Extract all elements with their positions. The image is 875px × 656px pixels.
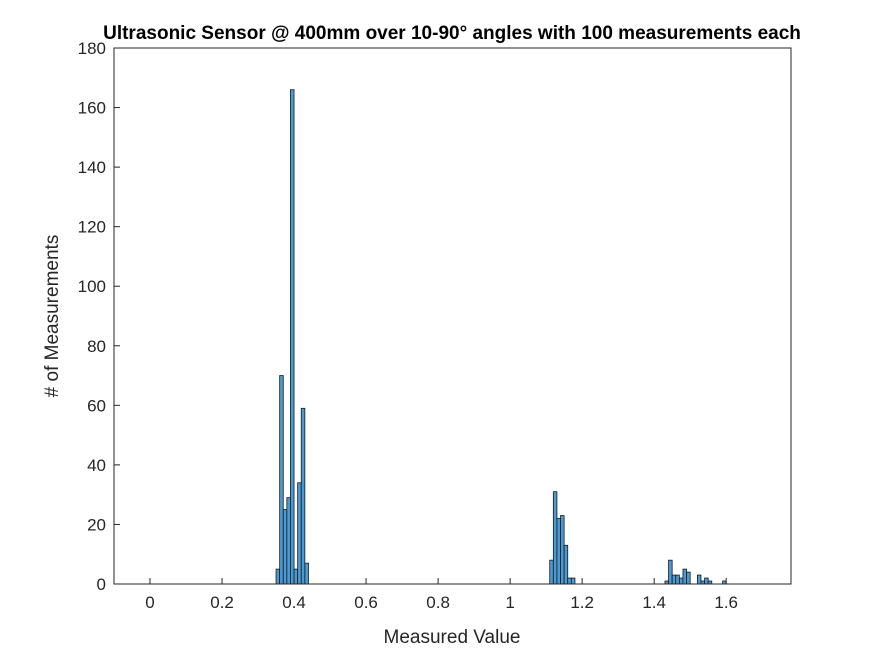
histogram-bar: [297, 482, 302, 585]
histogram-bar: [563, 544, 569, 585]
histogram-bar: [282, 509, 288, 585]
histogram-bar: [678, 577, 684, 585]
bars-group: [275, 89, 727, 585]
histogram-bar: [275, 568, 281, 585]
histogram-bar: [556, 518, 561, 585]
histogram-bar: [286, 497, 291, 585]
histogram-bar: [696, 574, 702, 585]
y-tick-label: 160: [78, 99, 106, 118]
y-axis-label: # of Measurements: [42, 235, 63, 398]
x-tick-label: 0.8: [426, 593, 450, 612]
histogram-bar: [549, 559, 554, 585]
histogram-bar: [671, 574, 677, 585]
histogram-bar: [304, 562, 309, 585]
x-axis-label: Measured Value: [384, 627, 521, 648]
x-tick-label: 1.4: [642, 593, 666, 612]
x-tick-label: 0: [145, 593, 154, 612]
x-axis-ticks: 0 0.2 0.4 0.6 0.8 1 1.2 1.4 1.6: [145, 578, 738, 612]
x-tick-label: 0.4: [282, 593, 306, 612]
plot-frame: [113, 47, 792, 585]
x-tick-label: 0.6: [354, 593, 378, 612]
x-tick-label: 1.2: [570, 593, 594, 612]
histogram-bar: [704, 577, 709, 585]
y-tick-label: 140: [78, 158, 106, 177]
y-tick-label: 20: [87, 515, 106, 534]
plot-area: [114, 48, 791, 584]
y-tick-label: 60: [87, 396, 106, 415]
x-tick-label: 0.2: [210, 593, 234, 612]
histogram-bar: [293, 568, 299, 585]
histogram-bar: [570, 577, 576, 585]
x-tick-label: 1: [505, 593, 514, 612]
x-tick-label: 1.6: [714, 593, 738, 612]
histogram-bar: [682, 568, 687, 585]
histogram-bar: [290, 89, 295, 585]
y-tick-label: 40: [87, 456, 106, 475]
histogram-bar: [552, 491, 558, 585]
histogram-bar: [567, 577, 572, 585]
y-tick-label: 120: [78, 218, 106, 237]
histogram-bar: [675, 574, 680, 585]
y-tick-label: 180: [78, 39, 106, 58]
y-tick-label: 0: [97, 575, 106, 594]
y-tick-label: 100: [78, 277, 106, 296]
chart-title: Ultrasonic Sensor @ 400mm over 10-90° an…: [103, 23, 801, 44]
histogram-bar: [300, 407, 306, 585]
histogram-bar: [279, 375, 284, 585]
y-axis-ticks: 0 20 40 60 80 100 120 140 160 180: [78, 39, 120, 594]
histogram-bar: [560, 515, 565, 585]
histogram-bar: [686, 571, 691, 585]
histogram-bar: [668, 559, 673, 585]
y-tick-label: 80: [87, 337, 106, 356]
